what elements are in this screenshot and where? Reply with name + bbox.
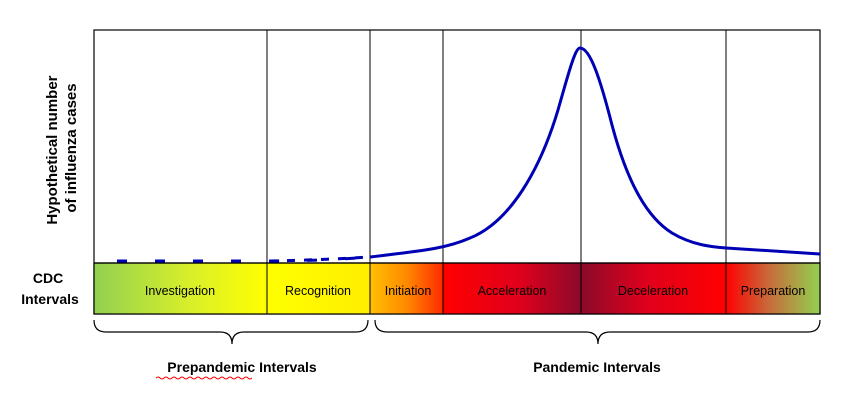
case-curve-dashed	[117, 255, 371, 263]
case-curve-solid	[369, 46, 821, 259]
interval-preparation-fill	[726, 263, 820, 314]
interval-recognition-fill	[267, 263, 370, 314]
cdc-interval-band	[93, 262, 821, 315]
interval-label-deceleration: Deceleration	[618, 284, 688, 298]
interval-label-acceleration: Acceleration	[478, 284, 547, 298]
y-axis-label: Hypothetical number of influenza cases	[44, 71, 80, 224]
interval-deceleration-fill	[581, 263, 726, 314]
interval-initiation-fill	[370, 263, 443, 314]
interval-label-initiation: Initiation	[385, 284, 432, 298]
y-axis-label-line1: Hypothetical number	[44, 75, 61, 224]
interval-label-recognition: Recognition	[285, 284, 351, 298]
spellcheck-underline	[155, 376, 253, 380]
interval-label-preparation: Preparation	[741, 284, 806, 298]
interval-investigation-fill	[94, 263, 267, 314]
interval-acceleration-fill	[443, 263, 581, 314]
prepandemic-intervals-label: Prepandemic Intervals	[167, 359, 317, 375]
prepandemic-brace	[93, 319, 369, 345]
pandemic-brace	[374, 319, 821, 345]
cdc-label-line1: CDC	[33, 270, 63, 286]
cdc-intervals-label: CDC Intervals	[21, 270, 79, 307]
cdc-label-line2: Intervals	[21, 291, 79, 307]
y-axis-label-line2: of influenza cases	[63, 83, 80, 212]
interval-label-investigation: Investigation	[145, 284, 215, 298]
pandemic-intervals-label: Pandemic Intervals	[533, 359, 661, 375]
case-curve-dotted-tail	[269, 255, 371, 263]
